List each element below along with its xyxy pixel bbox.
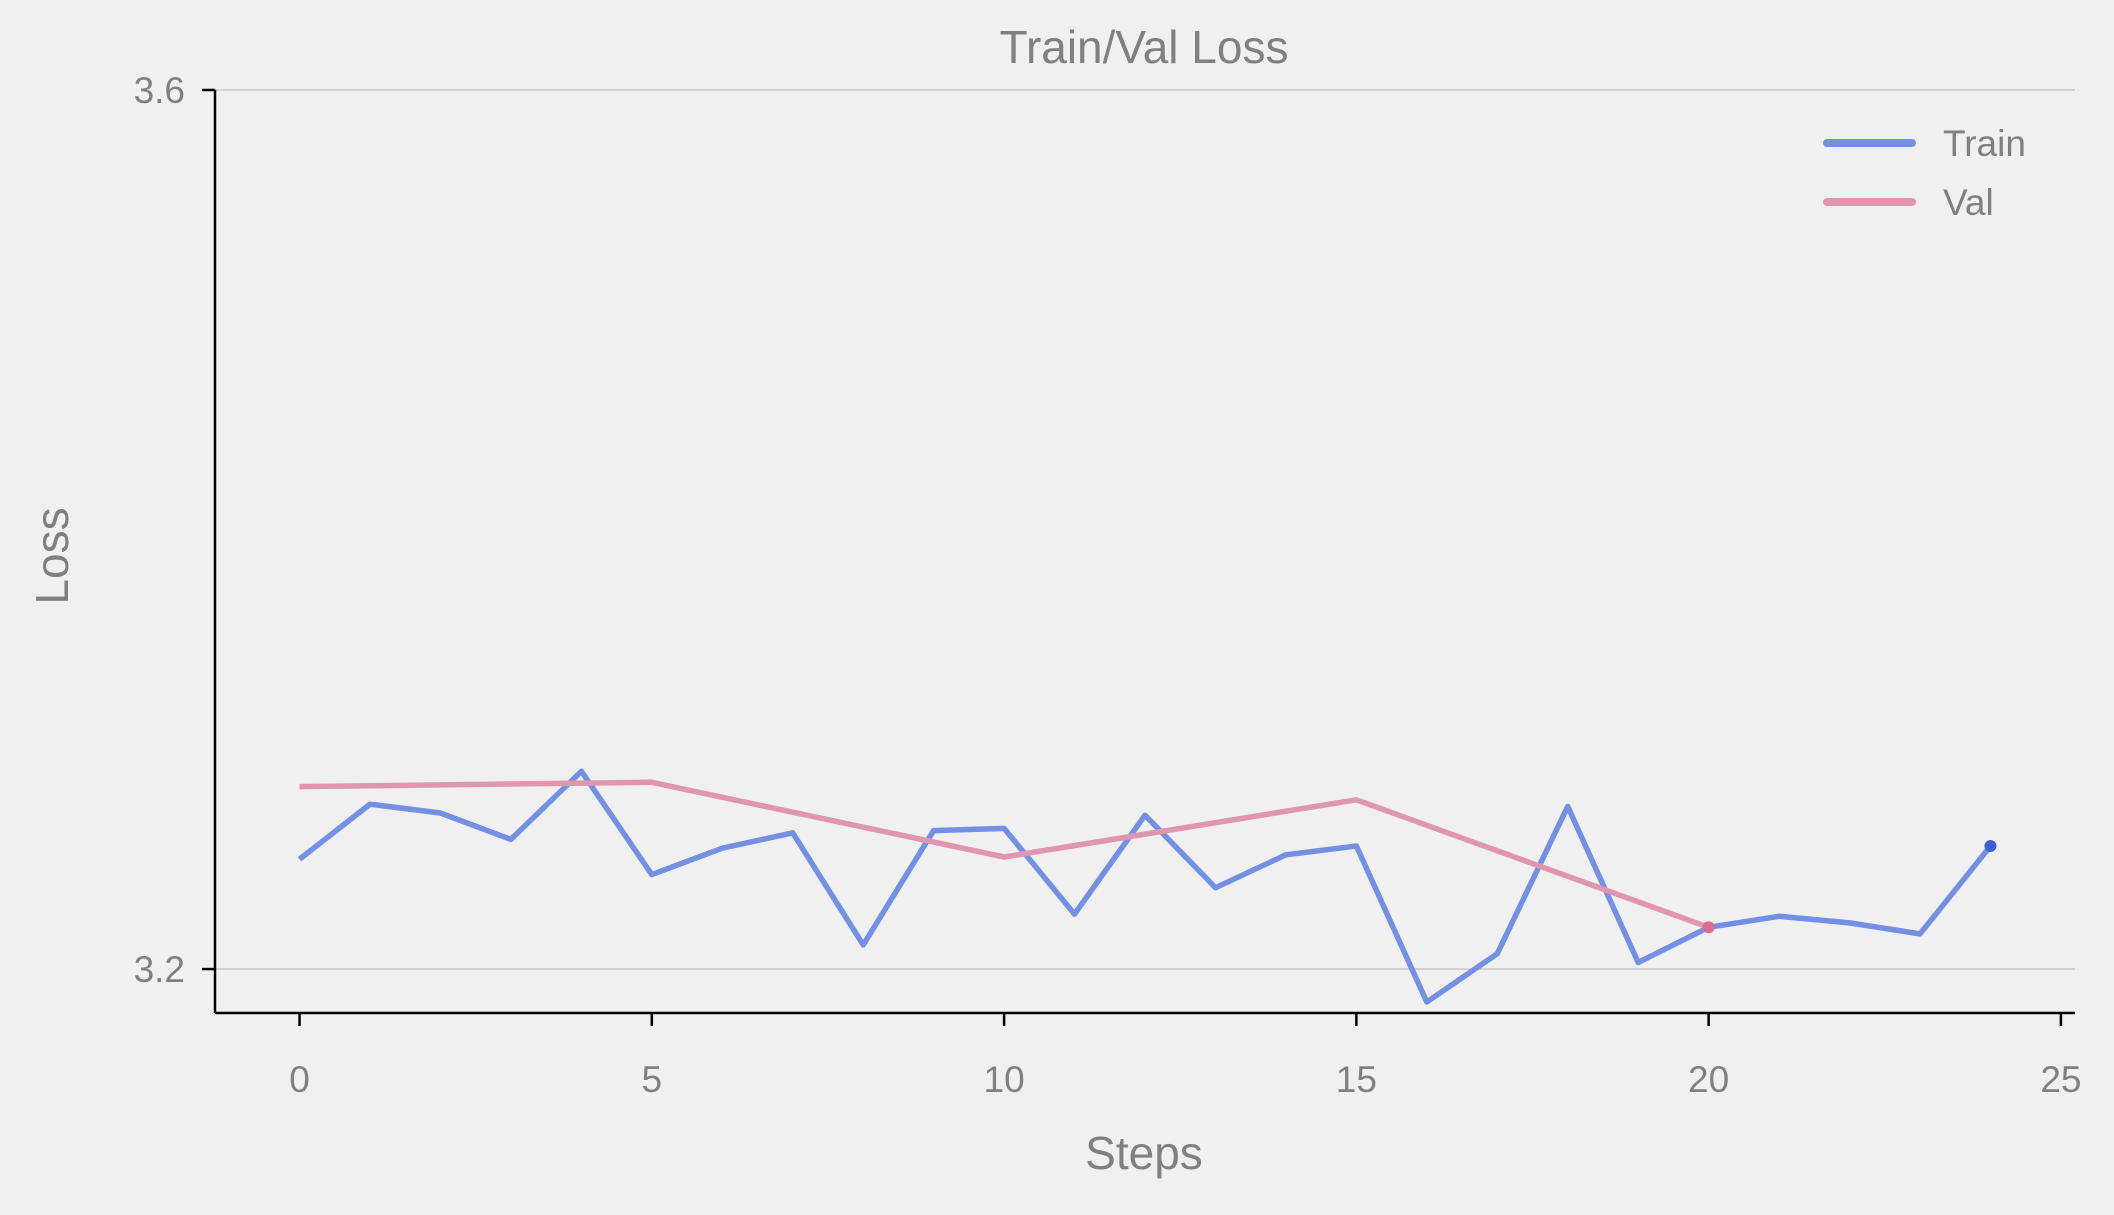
x-tick-label: 5 [642,1059,663,1100]
y-tick-label: 3.2 [134,949,185,990]
y-axis-label: Loss [26,507,78,604]
train-end-point [1984,839,1997,852]
x-tick-label: 10 [984,1059,1025,1100]
legend: Train Val [1823,123,2026,223]
y-tick-label: 3.6 [134,70,185,111]
axes: 3.2 3.6 0 5 10 15 20 25 [134,70,2082,1100]
val-end-point [1702,921,1715,934]
train-series-line [297,768,1993,1005]
x-tick-label: 20 [1688,1059,1729,1100]
grid-lines [215,89,2075,970]
legend-label-val: Val [1943,182,1994,223]
val-series-line [299,779,1710,930]
legend-label-train: Train [1943,123,2026,164]
chart-title: Train/Val Loss [1000,21,1289,73]
x-tick-label: 15 [1336,1059,1377,1100]
series-lines [297,768,1997,1005]
x-axis-label: Steps [1085,1127,1203,1179]
x-tick-label: 25 [2040,1059,2081,1100]
x-tick-label: 0 [289,1059,310,1100]
